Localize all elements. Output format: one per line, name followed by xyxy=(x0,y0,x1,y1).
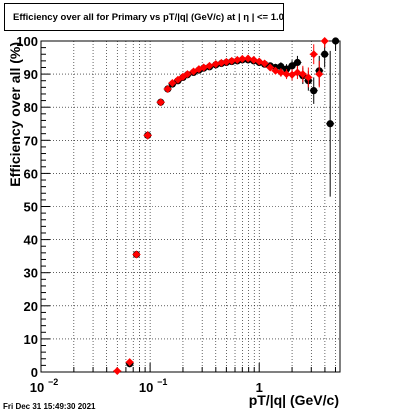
y-axis-title: Efficiency over all (%) xyxy=(7,42,23,187)
data-point xyxy=(113,367,122,376)
y-tick-label: 70 xyxy=(24,133,38,148)
data-series xyxy=(113,37,340,376)
data-point xyxy=(244,54,253,63)
y-tick-label: 60 xyxy=(24,166,38,181)
x-tick-exponent: −2 xyxy=(48,377,58,387)
data-point xyxy=(321,50,329,58)
data-point xyxy=(143,131,152,140)
data-point xyxy=(310,87,318,95)
y-tick-label: 90 xyxy=(24,67,38,82)
chart-title: Efficiency over all for Primary vs pT/|q… xyxy=(4,3,284,31)
data-point xyxy=(260,59,269,68)
data-point xyxy=(125,358,134,367)
data-point xyxy=(266,63,275,72)
data-point xyxy=(168,79,177,88)
y-tick-label: 100 xyxy=(16,34,38,49)
data-point xyxy=(227,56,236,65)
data-point xyxy=(183,70,192,79)
series-0 xyxy=(125,37,340,368)
data-point xyxy=(249,55,258,64)
y-tick-label: 40 xyxy=(24,233,38,248)
data-point xyxy=(293,58,302,67)
data-point xyxy=(156,98,165,107)
data-point xyxy=(315,70,324,79)
data-point xyxy=(320,37,329,45)
plot-frame xyxy=(40,40,341,373)
data-point xyxy=(255,57,264,66)
grid-lines xyxy=(40,41,340,372)
y-tick-label: 20 xyxy=(24,299,38,314)
x-tick-label: 10 xyxy=(30,380,44,395)
x-tick-label: 1 xyxy=(256,380,263,395)
x-axis-title: pT/|q| (GeV/c) xyxy=(249,392,339,408)
series-1 xyxy=(113,37,329,376)
y-tick-labels: 0 10 20 30 40 50 60 70 80 90 100 xyxy=(16,34,38,380)
axis-ticks xyxy=(40,40,336,373)
data-point xyxy=(222,57,231,66)
data-point xyxy=(288,62,296,70)
y-tick-label: 30 xyxy=(24,266,38,281)
data-point xyxy=(298,70,307,79)
data-point xyxy=(163,84,172,93)
y-tick-label: 0 xyxy=(31,365,38,380)
data-point xyxy=(282,70,291,79)
data-point xyxy=(132,250,141,259)
y-tick-label: 80 xyxy=(24,100,38,115)
data-point xyxy=(238,54,247,63)
x-tick-exponent: −1 xyxy=(157,377,167,387)
data-point xyxy=(309,50,318,59)
data-point xyxy=(211,60,220,69)
y-tick-label: 10 xyxy=(24,332,38,347)
y-tick-label: 50 xyxy=(24,200,38,215)
data-point xyxy=(304,73,313,82)
data-point xyxy=(277,62,285,71)
x-tick-label: 10 xyxy=(139,380,153,395)
data-point xyxy=(326,120,334,128)
x-tick-labels: 10 −2 10 −1 1 xyxy=(30,377,263,395)
data-point xyxy=(331,37,340,45)
timestamp: Fri Dec 31 15:49:30 2021 xyxy=(3,402,96,411)
data-point xyxy=(205,61,214,70)
